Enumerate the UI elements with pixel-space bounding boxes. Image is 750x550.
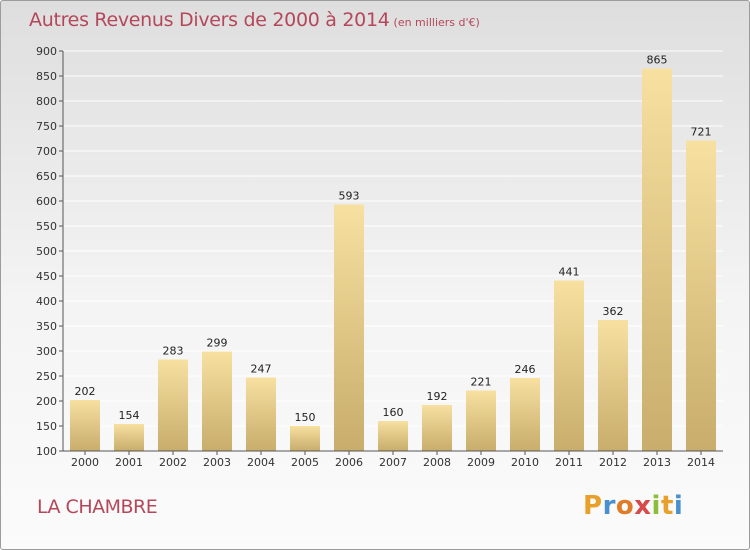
chart-title: Autres Revenus Divers de 2000 à 2014 (en …: [29, 9, 480, 31]
data-labels: 202 154 283 299 247 150 593 160 192 221 246 441 362 8…: [75, 54, 712, 425]
bar-2000: [70, 400, 100, 451]
bar-2013: [642, 68, 672, 451]
data-label: 299: [207, 337, 228, 350]
bar-2009: [466, 390, 496, 451]
x-tick-label: 2004: [247, 456, 275, 469]
x-tick-label: 2009: [467, 456, 495, 469]
x-tick-label: 2002: [159, 456, 187, 469]
y-tick-label: 600: [36, 195, 57, 208]
x-tick-label: 2005: [291, 456, 319, 469]
y-tick-label: 450: [36, 270, 57, 283]
bar-2005: [290, 426, 320, 451]
bars: [70, 68, 716, 451]
y-tick-label: 100: [36, 445, 57, 458]
y-tick-label: 500: [36, 245, 57, 258]
y-tick-label: 400: [36, 295, 57, 308]
y-tick-label: 900: [36, 45, 57, 58]
y-tick-label: 250: [36, 370, 57, 383]
x-tick-label: 2007: [379, 456, 407, 469]
data-label: 283: [163, 345, 184, 358]
bar-2006: [334, 204, 364, 451]
data-label: 593: [339, 190, 360, 203]
logo-letter: r: [602, 491, 616, 521]
bar-2002: [158, 359, 188, 451]
chart-title-text: Autres Revenus Divers de 2000 à 2014: [29, 9, 390, 31]
chart-subtitle: (en milliers d'€): [393, 16, 480, 29]
data-label: 247: [251, 363, 272, 376]
data-label: 362: [603, 305, 624, 318]
x-tick-label: 2014: [687, 456, 715, 469]
y-tick-label: 750: [36, 120, 57, 133]
y-tick-label: 350: [36, 320, 57, 333]
data-label: 192: [427, 390, 448, 403]
logo-letter: i: [673, 491, 684, 521]
x-tick-label: 2013: [643, 456, 671, 469]
data-label: 246: [515, 363, 536, 376]
x-tick-label: 2000: [71, 456, 99, 469]
y-tick-label: 800: [36, 95, 57, 108]
x-tick-label: 2010: [511, 456, 539, 469]
data-label: 150: [295, 411, 316, 424]
data-label: 160: [383, 406, 404, 419]
y-tick-label: 200: [36, 395, 57, 408]
x-tick-label: 2001: [115, 456, 143, 469]
place-name: LA CHAMBRE: [37, 496, 158, 518]
bar-2008: [422, 405, 452, 451]
logo-letter: i: [651, 491, 661, 521]
y-tick-label: 300: [36, 345, 57, 358]
logo-letter: o: [615, 491, 635, 521]
y-tick-label: 650: [36, 170, 57, 183]
data-label: 721: [691, 126, 712, 139]
logo-letter: t: [660, 491, 674, 521]
x-tick-label: 2008: [423, 456, 451, 469]
y-tick-label: 150: [36, 420, 57, 433]
data-label: 202: [75, 385, 96, 398]
data-label: 441: [559, 266, 580, 279]
y-tick-label: 850: [36, 70, 57, 83]
data-label: 865: [647, 54, 668, 67]
bar-2011: [554, 280, 584, 451]
bar-2010: [510, 378, 540, 451]
x-tick-label: 2011: [555, 456, 583, 469]
x-tick-label: 2012: [599, 456, 627, 469]
x-tick-label: 2003: [203, 456, 231, 469]
bar-2007: [378, 421, 408, 451]
bar-2004: [246, 377, 276, 451]
x-tick-label: 2006: [335, 456, 363, 469]
y-tick-label: 550: [36, 220, 57, 233]
proxiti-logo[interactable]: Proxiti: [583, 491, 683, 521]
data-label: 221: [471, 376, 492, 389]
y-tick-label: 700: [36, 145, 57, 158]
logo-letter: x: [634, 491, 652, 521]
logo-letter: P: [583, 491, 603, 521]
bar-2003: [202, 351, 232, 451]
data-label: 154: [119, 409, 140, 422]
axes: 100 150 200 250 300 350 400 450 500 550 600 650 700 7…: [36, 45, 723, 469]
bar-2001: [114, 424, 144, 451]
bar-2012: [598, 320, 628, 451]
bar-2014: [686, 140, 716, 451]
